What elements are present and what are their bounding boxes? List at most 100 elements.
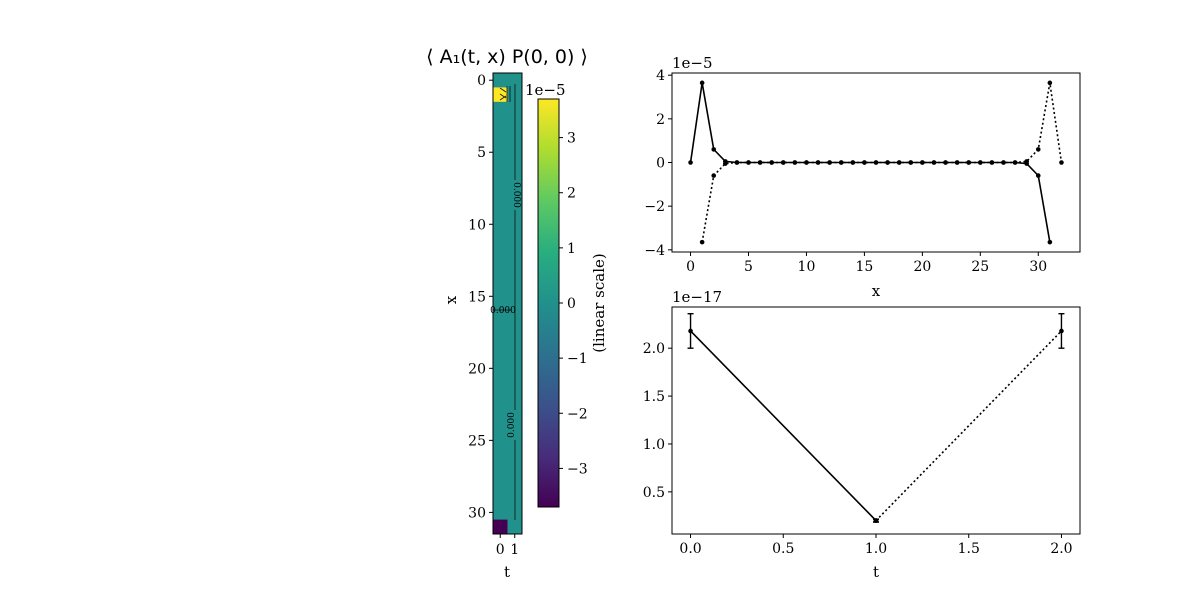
data-point: [1047, 80, 1053, 86]
data-point: [1035, 173, 1041, 178]
bottom-panel-exponent: 1e−17: [672, 288, 722, 306]
data-point: [989, 160, 995, 165]
solid-series-line: [689, 82, 1051, 243]
colorbar-ticks: 3 2 1 0 −1 −2 −3: [559, 131, 588, 477]
colorbar-tick-label: 3: [567, 131, 576, 147]
contour-lines: [493, 84, 516, 520]
dotted-series-line: [875, 330, 1063, 522]
x-tick-label: 1.5: [958, 541, 980, 557]
bottom-panel-axes: 0.0 0.5 1.0 1.5 2.0 2.0 1.5 1.0 0.5: [643, 341, 1073, 557]
x-tick-label: 0: [686, 259, 695, 275]
y-tick-label: 0: [656, 156, 665, 172]
x-tick-label: 10: [798, 259, 816, 275]
data-point: [827, 160, 832, 165]
x-tick-label: 2.0: [1050, 541, 1072, 557]
data-point: [1059, 160, 1064, 165]
heatmap-y-tick-label: 10: [468, 217, 486, 233]
data-point: [862, 160, 867, 165]
y-tick-label: 1.0: [643, 437, 665, 453]
heatmap-x-tick-label: 0: [496, 542, 505, 558]
data-point: [954, 160, 960, 165]
y-tick-label: 0.5: [643, 485, 665, 501]
data-point: [966, 160, 972, 165]
colorbar-tick-label: −2: [567, 406, 588, 422]
heatmap-y-axis-label: x: [442, 295, 460, 304]
heatmap-y-tick-label: 20: [468, 361, 486, 377]
data-point: [711, 173, 717, 178]
heatmap-y-ticks: 0 5 10 15 20 25 30: [468, 73, 493, 521]
data-point: [1024, 159, 1029, 164]
data-point: [873, 160, 879, 165]
data-point: [873, 518, 879, 523]
heatmap-y-tick-label: 0: [477, 73, 486, 89]
colorbar-label: (linear scale): [590, 253, 608, 352]
data-point: [780, 160, 786, 165]
data-point: [711, 147, 717, 152]
colorbar-tick-label: 2: [567, 186, 576, 202]
heatmap-x-axis-label: t: [504, 563, 510, 581]
top-panel-x-axis-label: x: [872, 282, 881, 300]
colorbar-tick-label: 1: [567, 241, 576, 257]
data-point: [804, 160, 809, 165]
data-point: [688, 160, 693, 165]
solid-series-line: [689, 330, 877, 522]
bottom-panel-x-axis-label: t: [873, 563, 879, 581]
y-tick-label: −2: [644, 199, 665, 215]
bottom-panel-plot: [687, 313, 1065, 523]
data-point: [792, 160, 798, 165]
x-tick-label: 0.0: [679, 541, 701, 557]
data-point: [1059, 328, 1064, 334]
x-tick-label: 30: [1029, 259, 1047, 275]
data-point: [1035, 147, 1041, 152]
data-point: [978, 160, 983, 165]
top-panel-exponent: 1e−5: [672, 54, 713, 72]
contour-label: 0.000: [507, 412, 517, 438]
colorbar: [537, 98, 560, 508]
x-tick-label: 5: [744, 259, 753, 275]
heatmap-y-tick-label: 30: [468, 505, 486, 521]
y-tick-label: −4: [644, 243, 665, 259]
y-tick-label: 4: [656, 68, 665, 84]
x-tick-label: 15: [855, 259, 873, 275]
x-tick-label: 25: [971, 259, 989, 275]
data-point: [723, 161, 728, 166]
colorbar-exponent: 1e−5: [525, 81, 566, 99]
heatmap-background: [493, 73, 522, 534]
y-tick-label: 2: [656, 112, 665, 128]
data-point: [1001, 160, 1006, 165]
contour-label: 0.000: [511, 182, 521, 208]
heatmap-frame: [492, 72, 523, 535]
top-panel-plot: [688, 80, 1064, 245]
heatmap-x-tick-label: 1: [510, 542, 519, 558]
data-point: [850, 160, 856, 165]
data-point: [815, 160, 821, 165]
x-tick-label: 1.0: [865, 541, 887, 557]
data-point: [1047, 239, 1053, 245]
data-point: [746, 160, 751, 165]
data-point: [920, 160, 925, 165]
data-point: [757, 160, 763, 165]
bottom-panel-frame: [671, 306, 1081, 535]
colorbar-tick-label: 0: [567, 296, 576, 312]
data-point: [699, 239, 705, 245]
data-point: [838, 160, 844, 165]
data-point: [943, 160, 948, 165]
heatmap-y-tick-label: 25: [468, 433, 486, 449]
heatmap-y-tick-label: 5: [477, 145, 486, 161]
data-point: [908, 160, 914, 165]
data-point: [734, 160, 740, 165]
heatmap-y-tick-label: 15: [468, 289, 486, 305]
x-tick-label: 20: [913, 259, 931, 275]
data-point: [885, 160, 890, 165]
data-point: [699, 80, 705, 86]
colorbar-tick-label: −1: [567, 351, 588, 367]
data-point: [896, 160, 902, 165]
data-point: [769, 160, 774, 165]
contour-label: 0.000: [490, 306, 516, 316]
data-point: [688, 328, 693, 334]
y-tick-label: 2.0: [643, 341, 665, 357]
data-point: [1012, 160, 1018, 165]
